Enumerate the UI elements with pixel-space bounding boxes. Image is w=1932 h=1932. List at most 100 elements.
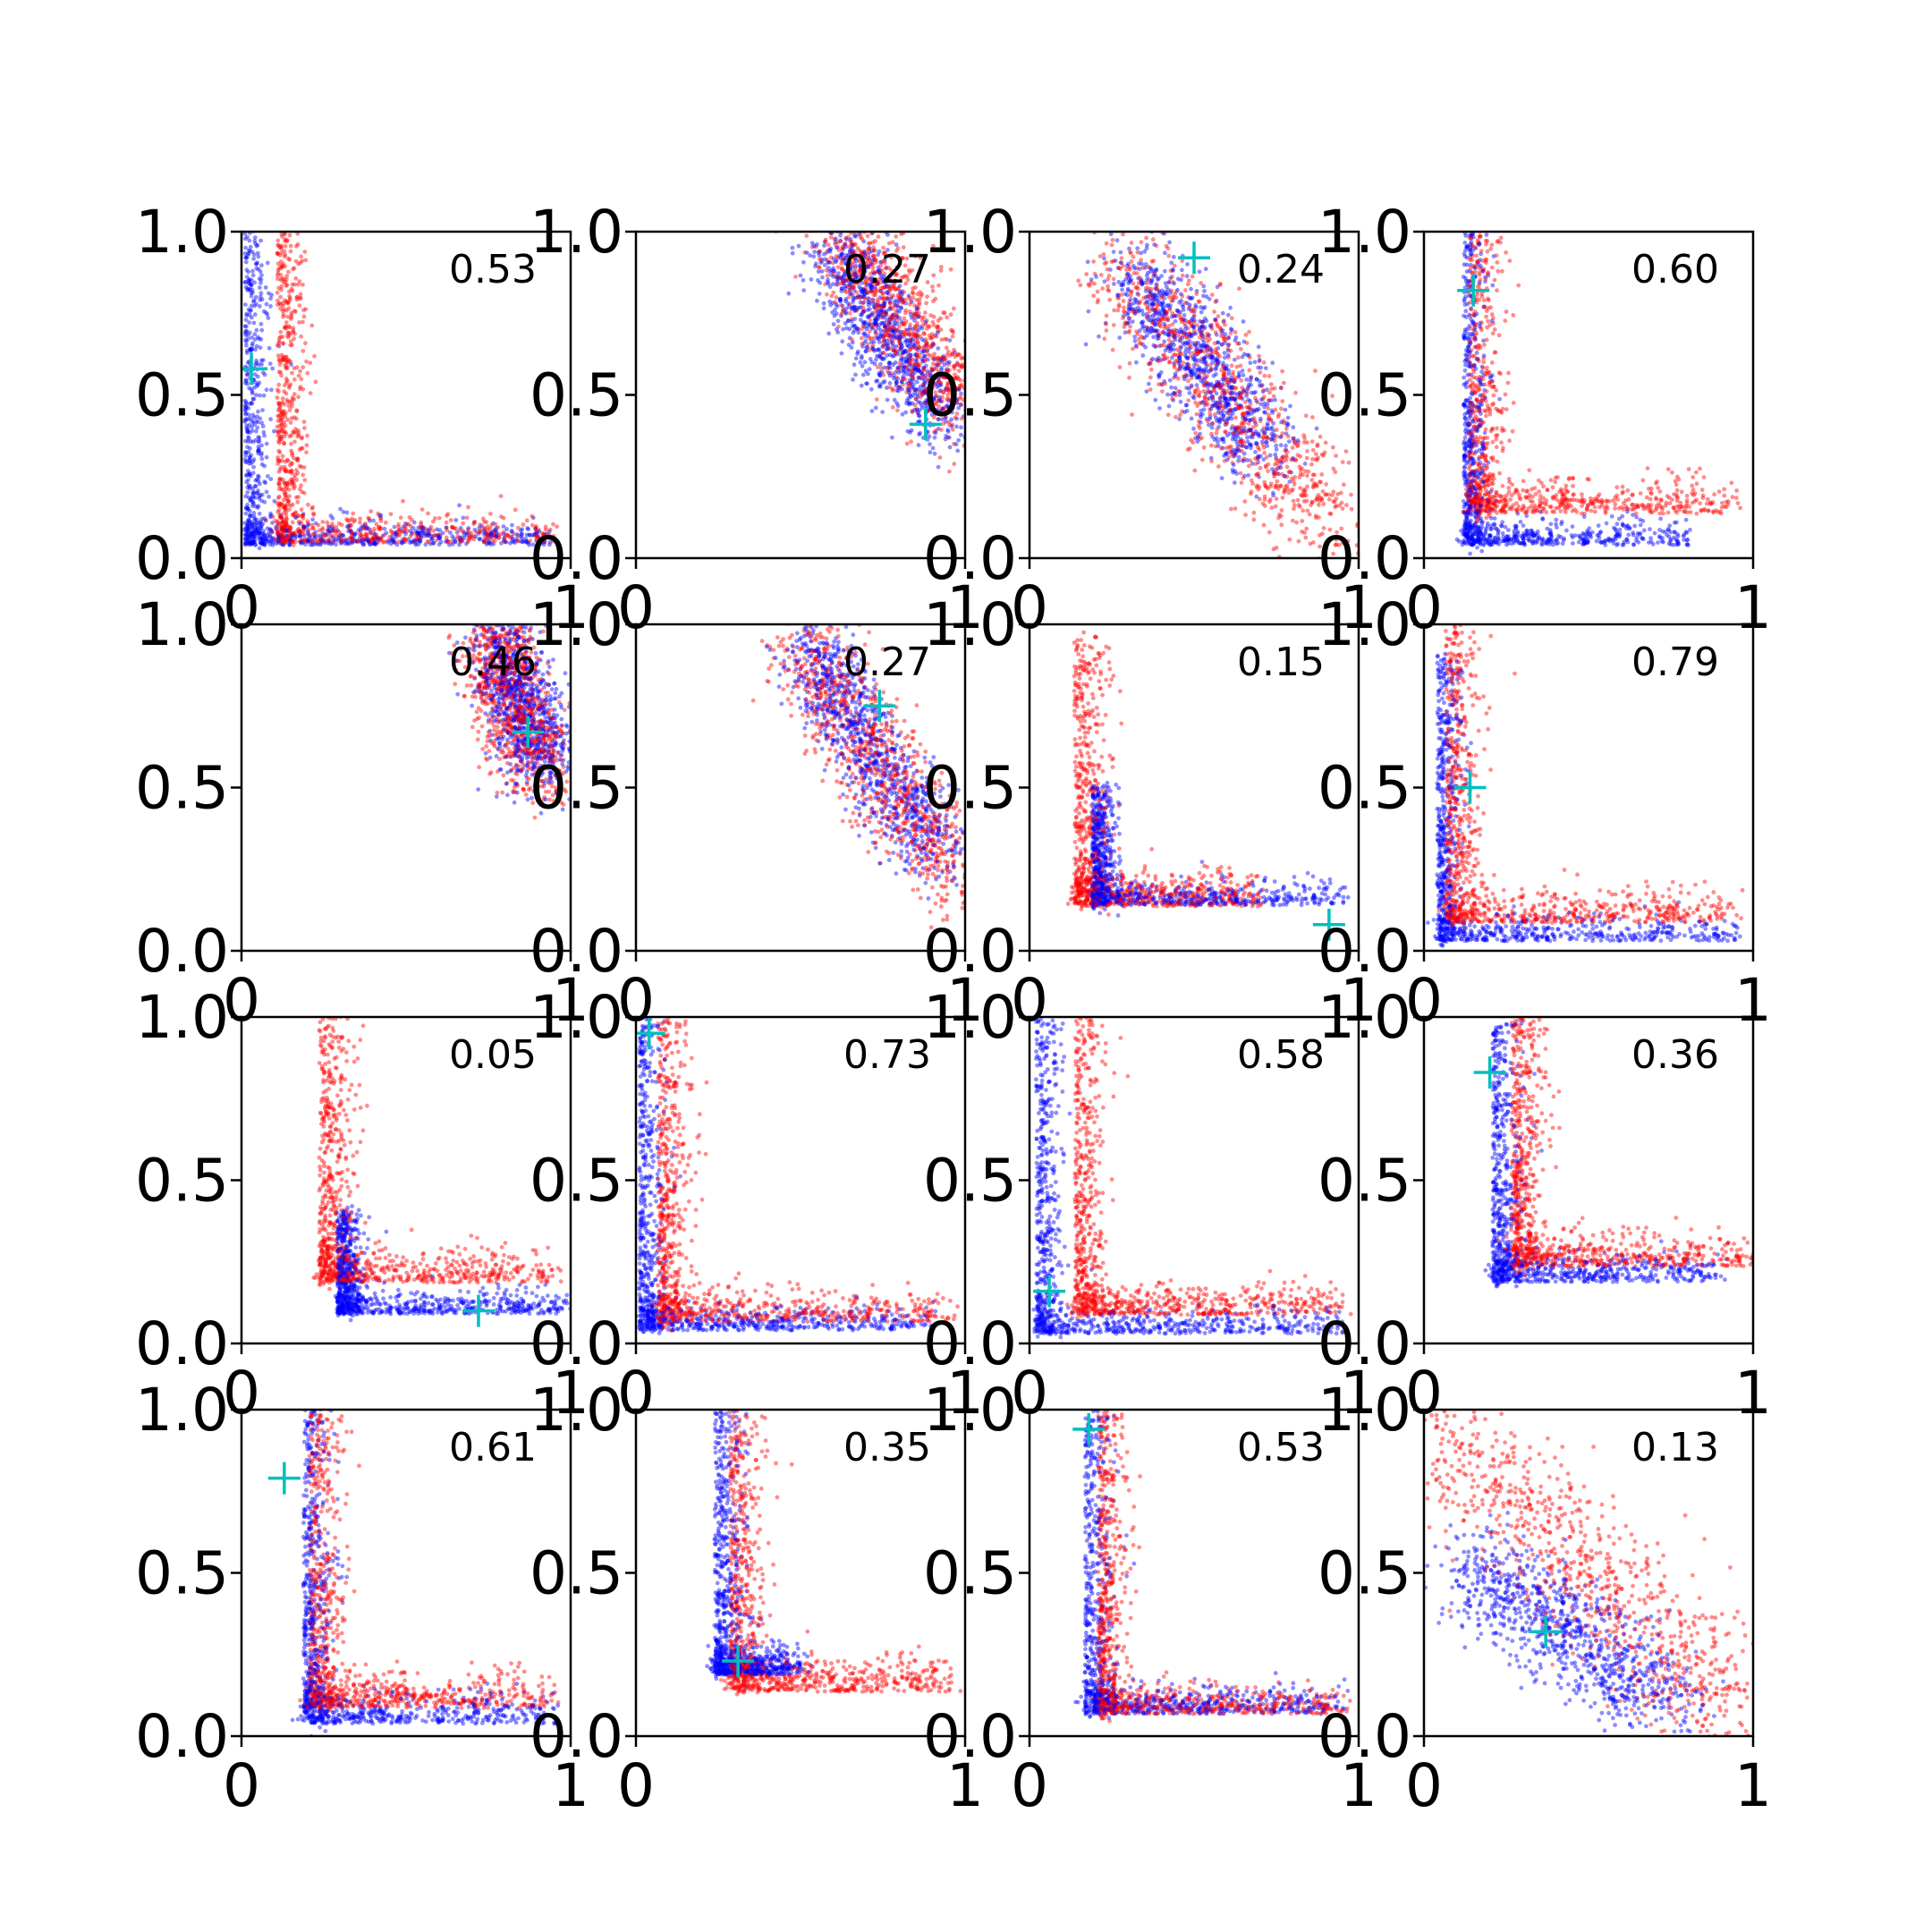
blue-point [255,242,260,248]
red-point [1174,289,1179,294]
blue-point [1194,347,1199,352]
blue-point [252,235,258,240]
red-point [534,534,538,539]
blue-point [1219,394,1224,399]
blue-point [1157,275,1161,281]
red-point [910,369,915,373]
blue-point [1146,294,1150,299]
red-point [485,524,490,530]
blue-point [1179,277,1183,283]
red-point [1282,474,1287,479]
red-point [839,312,843,317]
red-point [865,233,870,239]
red-point [1154,287,1158,292]
blue-point [377,538,382,542]
blue-point [1224,402,1228,406]
blue-point [1215,358,1220,363]
red-point [936,355,940,360]
blue-point [945,398,951,403]
red-point [893,286,898,292]
red-point [283,529,287,534]
blue-point [1241,352,1247,357]
red-point [851,250,855,256]
red-point [291,326,296,331]
red-point [290,538,295,544]
red-point [1134,284,1140,290]
blue-point [922,354,927,359]
blue-point [246,517,251,522]
blue-point [416,542,421,547]
blue-point [843,309,848,315]
red-point [868,318,873,323]
blue-point [242,403,248,408]
blue-point [250,470,256,476]
red-point [884,296,889,301]
blue-point [879,369,885,375]
blue-point [1199,325,1204,330]
red-point [374,536,378,541]
blue-point [284,533,290,538]
red-point [860,301,865,306]
red-point [910,367,915,372]
red-point [1261,445,1267,450]
red-point [402,526,408,531]
blue-point [838,297,843,301]
blue-point [912,390,917,395]
red-point [1092,281,1097,286]
red-point [543,524,548,530]
red-point [345,518,350,523]
blue-point [259,541,264,547]
red-point [1121,299,1126,303]
blue-point [285,528,291,533]
red-point [1145,306,1150,311]
red-point [289,448,293,453]
red-point [284,360,290,365]
red-point [894,313,899,318]
red-point [921,344,927,349]
red-point [1202,349,1207,354]
blue-point [416,533,420,538]
blue-point [250,539,256,544]
red-point [291,329,296,335]
blue-point [843,271,848,276]
blue-point [245,532,250,538]
red-point [301,525,306,530]
red-point [1284,474,1290,479]
blue-point [348,523,352,528]
red-point [450,525,455,530]
blue-point [889,327,894,333]
blue-point [867,367,872,372]
blue-point [268,511,273,516]
red-point [320,520,326,524]
red-point [1277,464,1282,470]
blue-point [855,352,860,356]
blue-point [258,277,264,282]
blue-point [1240,369,1245,373]
red-point [902,290,907,295]
blue-point [249,282,253,287]
red-point [427,539,431,544]
blue-point [852,256,858,261]
blue-point [902,348,908,353]
blue-point [923,343,928,348]
blue-point [1220,445,1225,451]
blue-point [1193,343,1199,348]
red-point [950,352,955,356]
blue-point [1151,308,1156,312]
red-point [1131,271,1137,275]
blue-point [879,320,884,326]
blue-point [299,541,303,546]
red-point [1256,456,1261,462]
blue-point [1221,377,1226,383]
red-point [894,273,899,277]
blue-point [852,269,858,274]
red-point [946,387,952,393]
red-point [288,526,292,531]
blue-point [1267,427,1273,431]
blue-point [890,341,895,346]
blue-point [315,542,320,547]
blue-point [250,287,255,292]
red-point [886,329,891,335]
red-point [838,238,843,243]
blue-point [250,530,255,535]
